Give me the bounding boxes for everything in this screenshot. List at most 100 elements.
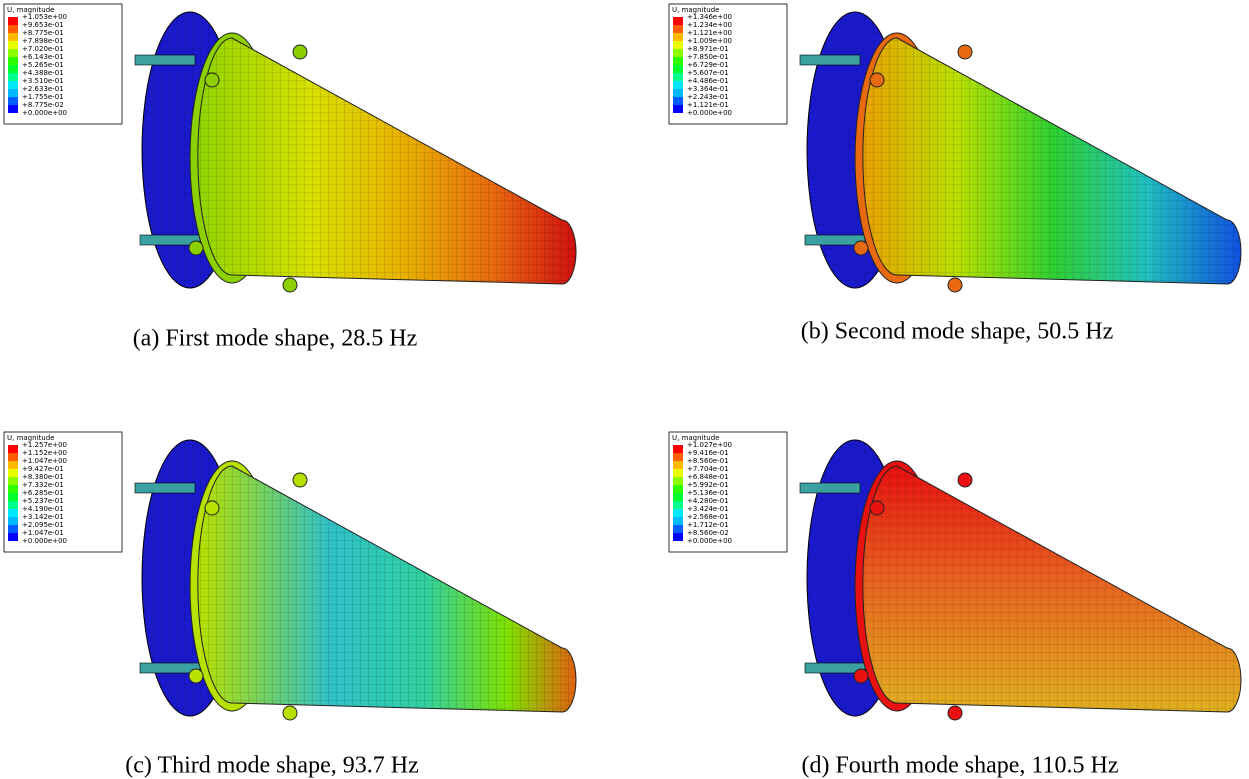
nut [188, 240, 204, 256]
legend-swatch [673, 17, 683, 25]
legend-swatch [8, 73, 18, 81]
legend-swatch [673, 73, 683, 81]
nut [869, 500, 885, 516]
nut [292, 472, 308, 488]
legend-swatch [8, 533, 18, 541]
legend-swatch [673, 477, 683, 485]
bolt [799, 482, 861, 494]
nut [957, 44, 973, 60]
cone-mesh [197, 466, 576, 712]
legend-swatch [8, 41, 18, 49]
legend-value: +2.243e-01 [687, 93, 729, 101]
legend-value: +6.848e-01 [687, 473, 729, 481]
legend-value: +6.285e-01 [22, 489, 64, 497]
legend-swatch [673, 81, 683, 89]
legend-value: +5.992e-01 [687, 481, 729, 489]
legend-swatch [8, 477, 18, 485]
legend-value: +9.427e-01 [22, 465, 64, 473]
legend-swatch [8, 49, 18, 57]
legend-value: +1.009e+00 [687, 37, 732, 45]
legend-swatch [673, 57, 683, 65]
legend-swatch [8, 453, 18, 461]
nut [292, 44, 308, 60]
legend-title: U, magnitude [7, 434, 54, 442]
legend-value: +7.020e-01 [22, 45, 64, 53]
legend-swatch [673, 41, 683, 49]
nut [853, 668, 869, 684]
legend-box [668, 3, 788, 125]
nut [188, 668, 204, 684]
legend-swatch [673, 89, 683, 97]
nut [947, 705, 963, 721]
nut [282, 705, 298, 721]
cone-mesh [197, 38, 576, 284]
legend-value: +0.000e+00 [687, 537, 732, 545]
legend-swatch [673, 485, 683, 493]
legend-swatch [673, 533, 683, 541]
panel: U, magnitude+1.053e+00+9.653e-01+8.775e-… [3, 3, 577, 352]
legend-swatch [673, 461, 683, 469]
legend-value: +1.152e+00 [22, 449, 67, 457]
legend-value: +1.053e+00 [22, 13, 67, 21]
legend-value: +4.280e-01 [687, 497, 729, 505]
legend-value: +9.653e-01 [22, 21, 64, 29]
cone-mesh [862, 38, 1241, 284]
legend-value: +7.332e-01 [22, 481, 64, 489]
mode-shape [799, 11, 1242, 293]
legend-swatch [673, 501, 683, 509]
legend-value: +5.237e-01 [22, 497, 64, 505]
mode-shape [134, 11, 577, 293]
legend-swatch [673, 509, 683, 517]
legend-value: +1.047e+00 [22, 457, 67, 465]
nut [853, 240, 869, 256]
legend-value: +4.190e-01 [22, 505, 64, 513]
legend-title: U, magnitude [672, 6, 719, 14]
cone-mesh [862, 466, 1241, 712]
legend-value: +3.510e-01 [22, 77, 64, 85]
legend-value: +0.000e+00 [22, 537, 67, 545]
panel: U, magnitude+1.346e+00+1.234e+00+1.121e+… [668, 3, 1242, 345]
legend-value: +5.607e-01 [687, 69, 729, 77]
legend-value: +7.850e-01 [687, 53, 729, 61]
legend-swatch [8, 81, 18, 89]
caption: (c) Third mode shape, 93.7 Hz [125, 753, 418, 779]
legend-box [668, 431, 788, 553]
legend-value: +2.568e-01 [687, 513, 729, 521]
legend-swatch [8, 461, 18, 469]
legend-swatch [8, 485, 18, 493]
nut [204, 72, 220, 88]
legend-value: +0.000e+00 [22, 109, 67, 117]
legend-value: +7.704e-01 [687, 465, 729, 473]
legend-value: +8.971e-01 [687, 45, 729, 53]
legend-swatch [673, 105, 683, 113]
panel: U, magnitude+1.257e+00+1.152e+00+1.047e+… [3, 431, 577, 779]
legend-box [3, 3, 123, 125]
legend-value: +0.000e+00 [687, 109, 732, 117]
legend-value: +7.898e-01 [22, 37, 64, 45]
caption: (d) Fourth mode shape, 110.5 Hz [801, 753, 1118, 779]
legend-swatch [8, 517, 18, 525]
legend-swatch [673, 65, 683, 73]
legend-swatch [8, 493, 18, 501]
legend-swatch [673, 453, 683, 461]
legend-value: +3.364e-01 [687, 85, 729, 93]
legend-value: +1.121e+00 [687, 29, 732, 37]
bolt [134, 482, 196, 494]
legend-value: +6.729e-01 [687, 61, 729, 69]
legend-value: +4.486e-01 [687, 77, 729, 85]
bolt [799, 54, 861, 66]
legend-value: +8.775e-01 [22, 29, 64, 37]
legend-value: +2.633e-01 [22, 85, 64, 93]
legend-title: U, magnitude [672, 434, 719, 442]
legend-box [3, 431, 123, 553]
legend-value: +1.121e-01 [687, 101, 729, 109]
legend-swatch [8, 33, 18, 41]
mode-shape [134, 439, 577, 721]
legend-swatch [673, 493, 683, 501]
legend-value: +1.346e+00 [687, 13, 732, 21]
legend-swatch [8, 17, 18, 25]
legend-value: +8.380e-01 [22, 473, 64, 481]
legend-swatch [673, 525, 683, 533]
legend-value: +1.257e+00 [22, 441, 67, 449]
